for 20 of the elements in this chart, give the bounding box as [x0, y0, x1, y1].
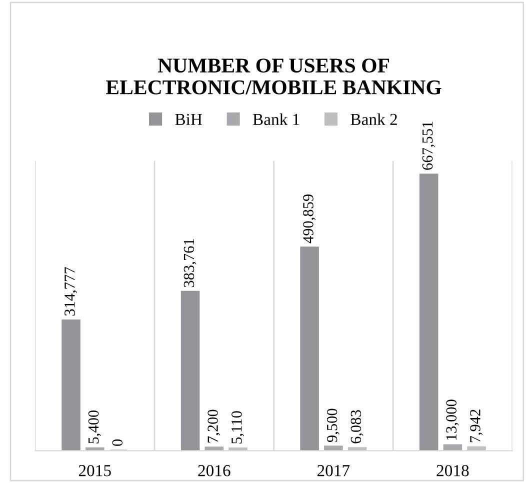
data-label: 383,761: [184, 239, 196, 288]
data-label: 13,000: [446, 400, 459, 440]
legend-label: BiH: [175, 114, 202, 125]
data-label: 0: [112, 439, 123, 446]
x-tick-label: 2017: [317, 465, 350, 476]
x-tick-label: 2016: [198, 465, 230, 476]
data-label: 314,777: [64, 267, 78, 316]
data-label: 7,200: [208, 410, 220, 442]
data-label: 9,500: [326, 408, 340, 442]
chart-title: NUMBER OF USERS OF ELECTRONIC/MOBILE BANKING: [106, 58, 442, 94]
legend-label: Bank 1: [252, 113, 300, 126]
x-tick-label: 2015: [78, 465, 111, 476]
data-label: 7,942: [470, 410, 483, 442]
x-tick-label: 2018: [436, 465, 469, 476]
data-label: 5,110: [232, 411, 244, 444]
data-label: 490,859: [303, 194, 316, 244]
data-label: 5,400: [88, 410, 101, 444]
legend-label: Bank 2: [350, 113, 397, 126]
data-label: 6,083: [350, 410, 364, 444]
data-label: 667,551: [422, 122, 435, 170]
